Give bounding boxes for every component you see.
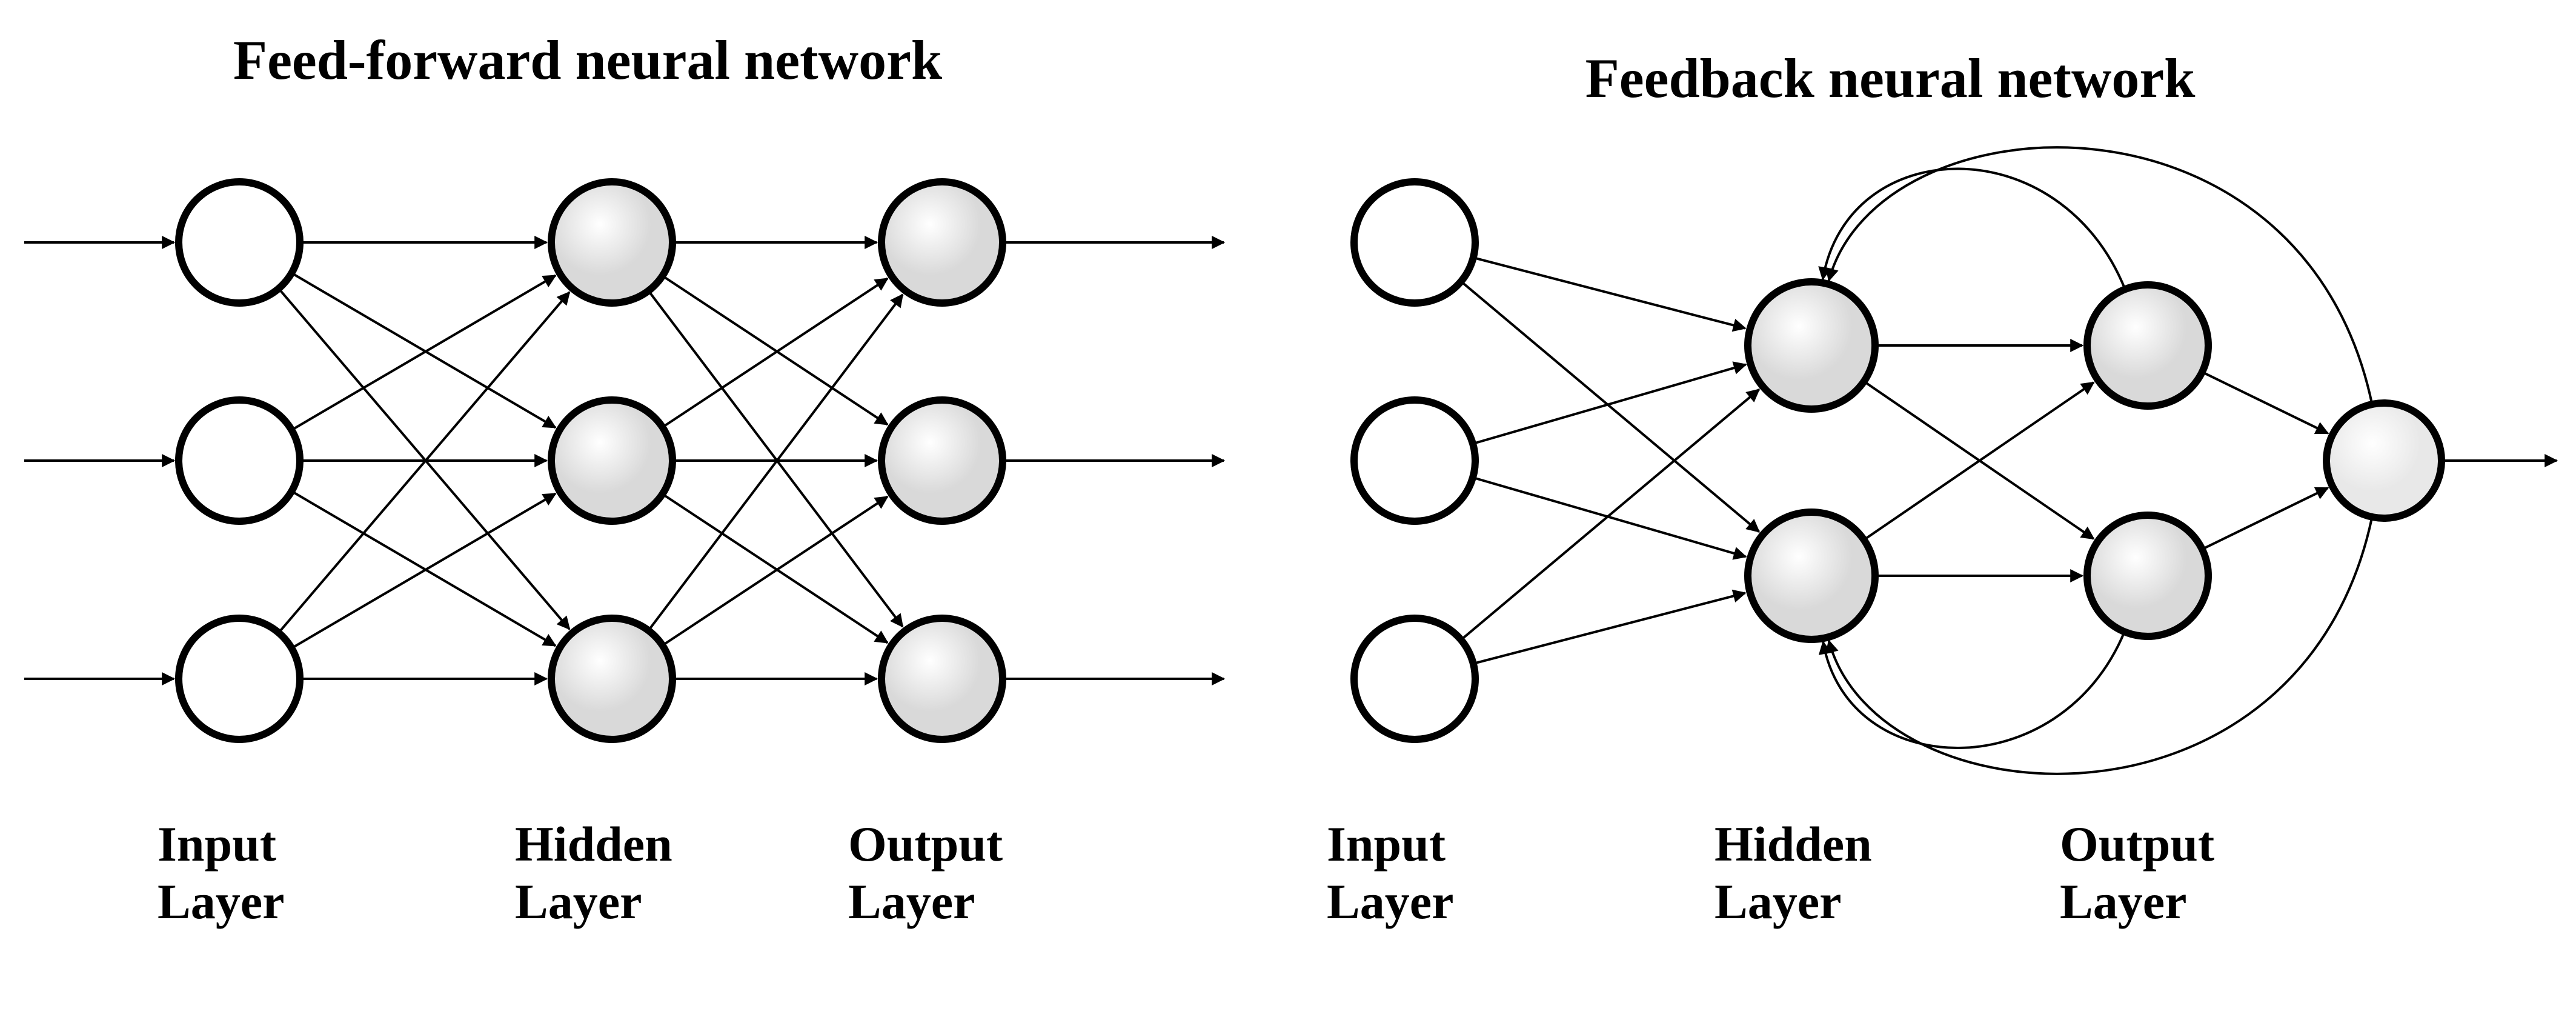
feedback-edge [1823, 632, 2124, 748]
right-output-label: Output [2060, 816, 2214, 872]
output-node [881, 618, 1003, 739]
hidden-node [551, 182, 672, 303]
edge [662, 276, 887, 424]
hidden-node [1748, 512, 1875, 639]
final-node [2326, 403, 2442, 518]
input-node [1354, 400, 1475, 521]
hidden-node [1748, 282, 1875, 409]
output-node [881, 182, 1003, 303]
edge [1461, 390, 1759, 640]
input-node [1354, 182, 1475, 303]
edge [1473, 478, 1745, 557]
hidden-node [551, 618, 672, 739]
input-node [1354, 618, 1475, 739]
left-input-label: Layer [158, 874, 284, 929]
right-hidden-label: Hidden [1715, 816, 1872, 872]
left-hidden-label: Hidden [515, 816, 672, 872]
edge [291, 276, 555, 430]
edge [279, 292, 569, 633]
edge [1461, 281, 1759, 532]
right-title: Feedback neural network [1585, 47, 2196, 109]
edge [662, 497, 887, 645]
right-input-label: Layer [1327, 874, 1453, 929]
right-input-label: Input [1327, 816, 1446, 872]
output-node [2087, 515, 2208, 636]
input-node [179, 182, 300, 303]
edge [2202, 488, 2328, 549]
output-node [881, 400, 1003, 521]
right-output-label: Layer [2060, 874, 2186, 929]
edge [2202, 372, 2328, 433]
edge [648, 291, 902, 627]
edge [291, 492, 555, 646]
left-output-label: Output [848, 816, 1003, 872]
input-node [179, 400, 300, 521]
edge [1473, 258, 1745, 328]
diagram-canvas: Feed-forward neural networkInputLayerHid… [0, 0, 2576, 1017]
input-node [179, 618, 300, 739]
left-hidden-label: Layer [515, 874, 642, 929]
feedback-edge [1823, 168, 2125, 289]
hidden-node [551, 400, 672, 521]
edge [1473, 593, 1745, 663]
edge [279, 288, 569, 629]
left-input-label: Input [158, 816, 276, 872]
left-output-label: Layer [848, 874, 975, 929]
left-title: Feed-forward neural network [233, 29, 943, 91]
edge [1473, 364, 1745, 444]
edge [648, 295, 902, 630]
right-hidden-label: Layer [1715, 874, 1841, 929]
output-node [2087, 285, 2208, 406]
